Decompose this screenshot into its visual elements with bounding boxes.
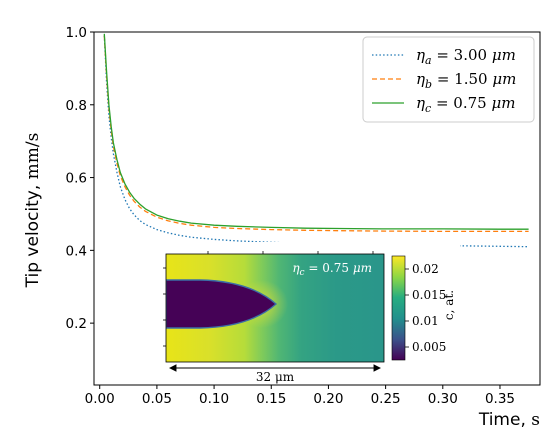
x-tick-label: 0.05 bbox=[142, 391, 172, 407]
colorbar-label: c, at. bbox=[442, 290, 456, 320]
legend: ηa = 3.00 μm ηb = 1.50 μm ηc = 0.75 μm bbox=[362, 36, 535, 123]
x-tick-label: 0.15 bbox=[256, 391, 286, 407]
series-line-c bbox=[103, 33, 529, 230]
legend-label-a: ηa = 3.00 μm bbox=[416, 46, 516, 67]
colorbar bbox=[391, 255, 406, 361]
y-axis-label: Tip velocity, mm/s bbox=[23, 133, 43, 289]
x-tick-label: 0.10 bbox=[199, 391, 229, 407]
legend-label-b: ηb = 1.50 μm bbox=[416, 70, 516, 91]
y-axis-ticks: 0.2 0.4 0.6 0.8 1.0 bbox=[66, 25, 94, 332]
x-tick-label: 0.35 bbox=[485, 391, 515, 407]
x-tick-label: 0.25 bbox=[371, 391, 401, 407]
plot-frame bbox=[93, 31, 541, 386]
x-tick-label: 0.20 bbox=[313, 391, 343, 407]
scale-bar bbox=[168, 364, 382, 372]
inset-label: ηc = 0.75 μm bbox=[292, 261, 372, 278]
legend-label-c: ηc = 0.75 μm bbox=[416, 94, 515, 115]
dendrite-tip bbox=[166, 279, 278, 329]
y-tick-label: 0.2 bbox=[66, 316, 87, 332]
data-series bbox=[103, 33, 529, 248]
y-tick-label: 1.0 bbox=[66, 25, 87, 41]
x-axis-label: Time, s bbox=[478, 410, 540, 430]
y-tick-label: 0.8 bbox=[66, 98, 87, 114]
colorbar-tick-label: 0.01 bbox=[412, 314, 439, 328]
x-axis-ticks: 0.00 0.05 0.10 0.15 0.20 0.25 0.30 0.35 bbox=[85, 385, 515, 407]
y-tick-label: 0.4 bbox=[66, 243, 87, 259]
x-tick-label: 0.00 bbox=[85, 391, 115, 407]
colorbar-tick-label: 0.005 bbox=[412, 340, 446, 354]
series-line-a bbox=[103, 35, 529, 248]
scale-bar-label: 32 μm bbox=[256, 370, 295, 384]
colorbar-tick-label: 0.02 bbox=[412, 262, 439, 276]
x-tick-label: 0.30 bbox=[428, 391, 458, 407]
colorbar-tick-label: 0.015 bbox=[412, 288, 446, 302]
colorbar-ticks: 0.005 0.01 0.015 0.02 bbox=[405, 262, 446, 354]
inset-frame-ticks bbox=[163, 251, 374, 347]
inset-concentration-map: ηc = 0.75 μm 32 μm 0.005 0.01 0.015 0.02 c,… bbox=[150, 242, 460, 384]
y-tick-label: 0.6 bbox=[66, 171, 87, 187]
